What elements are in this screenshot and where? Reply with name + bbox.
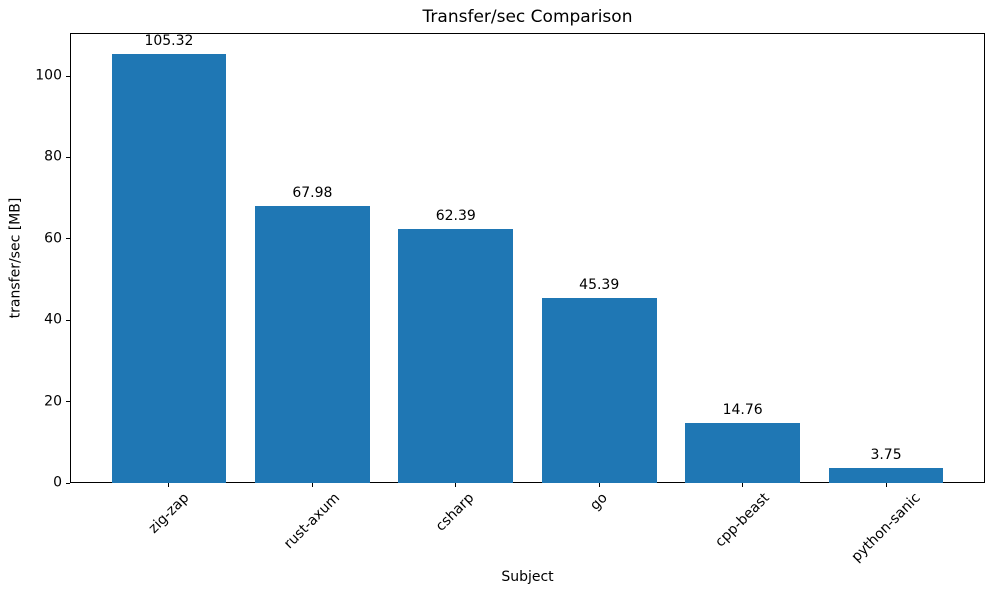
- bar-value-label: 67.98: [292, 185, 333, 202]
- x-tick-mark: [168, 483, 170, 487]
- x-tick-mark: [598, 483, 600, 487]
- y-tick-label: 40: [44, 311, 62, 328]
- y-tick-mark: [66, 401, 70, 403]
- y-tick-mark: [66, 238, 70, 240]
- x-tick-label: csharp: [433, 490, 478, 535]
- bar-value-label: 3.75: [870, 446, 902, 463]
- y-tick-mark: [66, 156, 70, 158]
- y-tick-label: 0: [53, 474, 62, 491]
- x-tick-mark: [742, 483, 744, 487]
- bar-value-label: 14.76: [722, 401, 763, 418]
- y-tick-mark: [66, 319, 70, 321]
- x-tick-label: python-sanic: [848, 490, 924, 566]
- bar-value-label: 105.32: [144, 33, 194, 50]
- y-tick-label: 20: [44, 393, 62, 410]
- bar-value-label: 62.39: [435, 208, 476, 225]
- x-tick-mark: [311, 483, 313, 487]
- y-axis-label: transfer/sec [MB]: [7, 197, 24, 319]
- bar-value-label: 45.39: [579, 277, 620, 294]
- chart-title: Transfer/sec Comparison: [422, 7, 633, 27]
- x-tick-label: cpp-beast: [712, 490, 773, 551]
- x-tick-mark: [455, 483, 457, 487]
- bar: [255, 206, 370, 483]
- bar: [398, 229, 514, 483]
- bar: [111, 54, 227, 483]
- bar: [828, 467, 944, 483]
- x-tick-label: go: [587, 490, 611, 514]
- y-tick-mark: [66, 75, 70, 77]
- bar: [685, 422, 800, 483]
- y-tick-label: 100: [35, 67, 62, 84]
- x-axis-label: Subject: [501, 569, 554, 585]
- x-tick-label: zig-zap: [145, 490, 192, 537]
- y-tick-label: 80: [44, 148, 62, 165]
- x-tick-label: rust-axum: [280, 490, 344, 553]
- bar: [541, 298, 657, 483]
- x-tick-mark: [885, 483, 887, 487]
- y-tick-mark: [66, 482, 70, 484]
- y-tick-label: 60: [44, 230, 62, 247]
